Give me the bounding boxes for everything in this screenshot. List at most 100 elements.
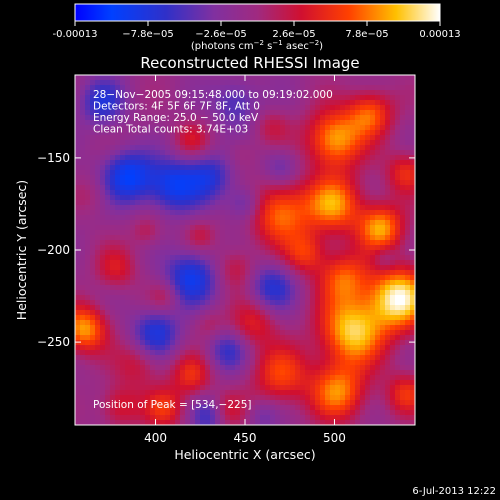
heatmap-cell	[265, 205, 271, 211]
heatmap-cell	[170, 130, 176, 136]
heatmap-cell	[255, 240, 261, 246]
heatmap-cell	[280, 225, 286, 231]
heatmap-cell	[195, 390, 201, 396]
heatmap-cell	[380, 195, 386, 201]
heatmap-cell	[115, 275, 121, 281]
heatmap-cell	[205, 195, 211, 201]
heatmap-cell	[195, 75, 201, 81]
heatmap-cell	[230, 380, 236, 386]
heatmap-cell	[75, 255, 81, 261]
heatmap-cell	[105, 190, 111, 196]
heatmap-cell	[290, 420, 296, 425]
heatmap-cell	[260, 140, 266, 146]
heatmap-cell	[105, 230, 111, 236]
heatmap-cell	[235, 375, 241, 381]
heatmap-cell	[120, 200, 126, 206]
heatmap-cell	[305, 125, 311, 131]
heatmap-cell	[380, 110, 386, 116]
heatmap-cell	[140, 245, 146, 251]
heatmap-cell	[265, 410, 271, 416]
heatmap-cell	[345, 370, 351, 376]
heatmap-cell	[165, 190, 171, 196]
heatmap-cell	[155, 165, 161, 171]
heatmap-cell	[150, 105, 156, 111]
heatmap-cell	[185, 115, 191, 121]
heatmap-cell	[350, 205, 356, 211]
peak-position-label: Position of Peak = [534,−225]	[93, 399, 252, 411]
heatmap-cell	[245, 185, 251, 191]
heatmap-cell	[400, 365, 406, 371]
heatmap-cell	[270, 150, 276, 156]
heatmap-cell	[155, 420, 161, 425]
heatmap-cell	[260, 350, 266, 356]
heatmap-cell	[390, 355, 396, 361]
heatmap-cell	[290, 165, 296, 171]
heatmap-cell	[390, 130, 396, 136]
heatmap-cell	[170, 270, 176, 276]
heatmap-cell	[110, 120, 116, 126]
heatmap-cell	[325, 410, 331, 416]
heatmap-cell	[275, 210, 281, 216]
heatmap-cell	[270, 375, 276, 381]
heatmap-cell	[135, 380, 141, 386]
heatmap-cell	[200, 200, 206, 206]
heatmap-cell	[225, 360, 231, 366]
heatmap-cell	[205, 220, 211, 226]
heatmap-cell	[110, 75, 116, 81]
heatmap-cell	[315, 365, 321, 371]
heatmap-cell	[235, 410, 241, 416]
heatmap-cell	[220, 350, 226, 356]
heatmap-cell	[235, 125, 241, 131]
heatmap-cell	[355, 385, 361, 391]
heatmap-cell	[395, 200, 401, 206]
heatmap-cell	[215, 385, 221, 391]
heatmap-cell	[405, 250, 411, 256]
heatmap-cell	[310, 135, 316, 141]
heatmap-cell	[230, 275, 236, 281]
heatmap-cell	[300, 115, 306, 121]
heatmap-cell	[165, 285, 171, 291]
heatmap-cell	[125, 200, 131, 206]
heatmap-cell	[375, 245, 381, 251]
heatmap-cell	[95, 140, 101, 146]
heatmap-cell	[185, 205, 191, 211]
heatmap-cell	[260, 120, 266, 126]
heatmap-cell	[100, 220, 106, 226]
y-tick-label: −200	[37, 243, 70, 257]
heatmap-cell	[355, 305, 361, 311]
heatmap-cell	[365, 175, 371, 181]
heatmap-cell	[255, 245, 261, 251]
heatmap-cell	[75, 270, 81, 276]
heatmap-cell	[100, 105, 106, 111]
heatmap-cell	[190, 195, 196, 201]
x-tick-label: 500	[323, 431, 346, 445]
heatmap-cell	[105, 85, 111, 91]
heatmap-cell	[320, 95, 326, 101]
heatmap-cell	[385, 345, 391, 351]
heatmap-cell	[150, 95, 156, 101]
heatmap-cell	[160, 155, 166, 161]
heatmap-cell	[300, 105, 306, 111]
heatmap-cell	[140, 155, 146, 161]
heatmap-cell	[150, 390, 156, 396]
heatmap-cell	[210, 325, 216, 331]
heatmap-cell	[85, 130, 91, 136]
heatmap-cell	[140, 205, 146, 211]
heatmap-cell	[365, 380, 371, 386]
heatmap-cell	[200, 290, 206, 296]
heatmap-cell	[335, 340, 341, 346]
heatmap-cell	[325, 115, 331, 121]
heatmap-cell	[115, 230, 121, 236]
heatmap-cell	[135, 420, 141, 425]
heatmap-cell	[380, 350, 386, 356]
heatmap-cell	[220, 110, 226, 116]
heatmap-cell	[210, 125, 216, 131]
heatmap-cell	[280, 190, 286, 196]
heatmap-cell	[350, 190, 356, 196]
heatmap-cell	[245, 225, 251, 231]
heatmap-cell	[270, 195, 276, 201]
heatmap-cell	[235, 115, 241, 121]
heatmap-cell	[315, 335, 321, 341]
heatmap-cell	[80, 190, 86, 196]
heatmap-cell	[180, 320, 186, 326]
